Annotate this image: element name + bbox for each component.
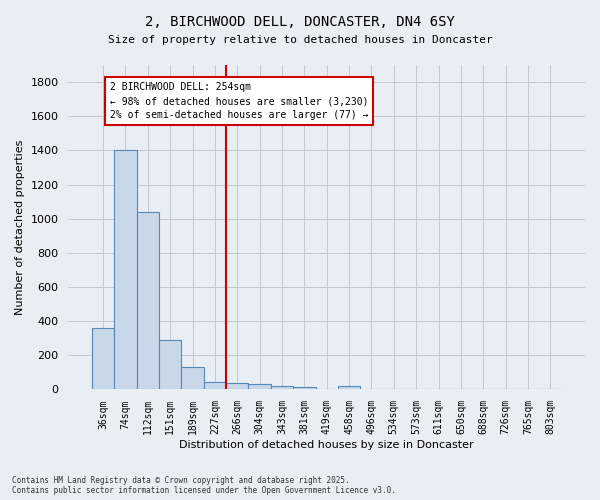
Bar (271, 386, 293, 390)
Bar (114, 150, 137, 390)
Bar (92, 328, 114, 390)
Text: Contains HM Land Registry data © Crown copyright and database right 2025.
Contai: Contains HM Land Registry data © Crown c… (12, 476, 396, 495)
Bar (293, 387, 316, 390)
Text: 2 BIRCHWOOD DELL: 254sqm
← 98% of detached houses are smaller (3,230)
2% of semi: 2 BIRCHWOOD DELL: 254sqm ← 98% of detach… (110, 82, 368, 120)
Bar (159, 340, 181, 390)
Bar (226, 382, 248, 390)
Text: Size of property relative to detached houses in Doncaster: Size of property relative to detached ho… (107, 35, 493, 45)
Bar (248, 384, 271, 390)
Text: 2, BIRCHWOOD DELL, DONCASTER, DN4 6SY: 2, BIRCHWOOD DELL, DONCASTER, DN4 6SY (145, 15, 455, 29)
X-axis label: Distribution of detached houses by size in Doncaster: Distribution of detached houses by size … (179, 440, 474, 450)
Bar (204, 382, 226, 390)
Bar (181, 368, 204, 390)
Bar (137, 212, 159, 390)
Bar (338, 386, 360, 390)
Y-axis label: Number of detached properties: Number of detached properties (15, 140, 25, 315)
